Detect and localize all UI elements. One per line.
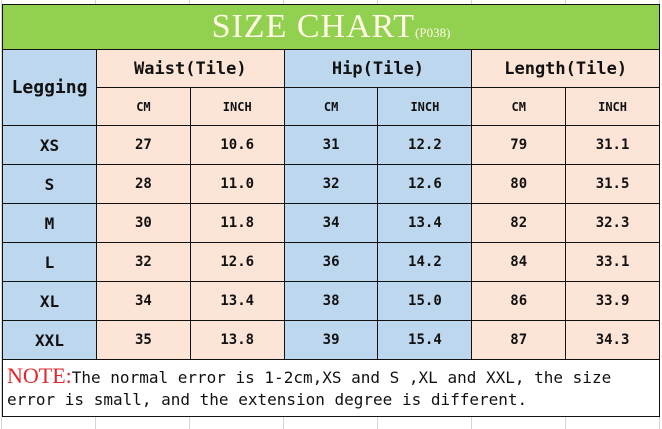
measurement-cell: 32	[96, 242, 191, 282]
measurement-cell: 84	[471, 242, 567, 282]
measurement-cell: 35	[96, 320, 191, 360]
measurement-cell: 28	[96, 164, 191, 204]
unit-header: CM	[96, 87, 191, 126]
measurement-cell: 15.0	[377, 281, 473, 321]
unit-header: CM	[283, 87, 379, 126]
legging-header: Legging	[2, 49, 97, 126]
measurement-cell: 32.3	[565, 203, 660, 243]
unit-header: INCH	[565, 87, 660, 126]
hip-header: Hip(Tile)	[283, 49, 473, 88]
size-chart-table: SIZE CHART(P038) Legging Waist(Tile) Hip…	[2, 4, 660, 417]
note-text: The normal error is 1-2cm,XS and S ,XL a…	[7, 368, 612, 409]
measurement-cell: 86	[471, 281, 567, 321]
size-cell: M	[2, 203, 97, 243]
unit-header: INCH	[189, 87, 285, 126]
measurement-cell: 31	[283, 125, 379, 165]
measurement-cell: 36	[283, 242, 379, 282]
table-row: XS 27 10.6 31 12.2 79 31.1	[2, 125, 660, 165]
measurement-cell: 82	[471, 203, 567, 243]
measurement-cell: 34.3	[565, 320, 660, 360]
note-label: NOTE:	[7, 363, 72, 388]
measurement-cell: 14.2	[377, 242, 473, 282]
measurement-cell: 79	[471, 125, 567, 165]
length-header: Length(Tile)	[471, 49, 660, 88]
measurement-cell: 31.5	[565, 164, 660, 204]
table-row: XL 34 13.4 38 15.0 86 33.9	[2, 281, 660, 321]
product-code: (P038)	[415, 25, 451, 40]
waist-header: Waist(Tile)	[96, 49, 285, 88]
size-cell: S	[2, 164, 97, 204]
measurement-cell: 13.8	[189, 320, 285, 360]
measurement-cell: 15.4	[377, 320, 473, 360]
title-text: SIZE CHART	[211, 8, 416, 45]
measurement-cell: 13.4	[377, 203, 473, 243]
measurement-cell: 33.9	[565, 281, 660, 321]
table-row: S 28 11.0 32 12.6 80 31.5	[2, 164, 660, 204]
measurement-cell: 33.1	[565, 242, 660, 282]
measurement-cell: 87	[471, 320, 567, 360]
measurement-cell: 11.0	[189, 164, 285, 204]
size-cell: XS	[2, 125, 97, 165]
measurement-cell: 27	[96, 125, 191, 165]
table-row: XXL 35 13.8 39 15.4 87 34.3	[2, 320, 660, 360]
measurement-cell: 34	[96, 281, 191, 321]
measurement-cell: 13.4	[189, 281, 285, 321]
table-row: M 30 11.8 34 13.4 82 32.3	[2, 203, 660, 243]
measurement-cell: 10.6	[189, 125, 285, 165]
note: NOTE:The normal error is 1-2cm,XS and S …	[2, 359, 660, 417]
measurement-cell: 38	[283, 281, 379, 321]
measurement-cell: 39	[283, 320, 379, 360]
measurement-cell: 80	[471, 164, 567, 204]
size-cell: XL	[2, 281, 97, 321]
table-row: L 32 12.6 36 14.2 84 33.1	[2, 242, 660, 282]
measurement-cell: 11.8	[189, 203, 285, 243]
unit-header: CM	[471, 87, 567, 126]
size-cell: XXL	[2, 320, 97, 360]
unit-header: INCH	[377, 87, 473, 126]
measurement-cell: 12.2	[377, 125, 473, 165]
measurement-cell: 12.6	[189, 242, 285, 282]
measurement-cell: 12.6	[377, 164, 473, 204]
measurement-cell: 31.1	[565, 125, 660, 165]
size-chart-title: SIZE CHART(P038)	[2, 4, 660, 50]
measurement-cell: 30	[96, 203, 191, 243]
measurement-cell: 32	[283, 164, 379, 204]
size-cell: L	[2, 242, 97, 282]
measurement-cell: 34	[283, 203, 379, 243]
